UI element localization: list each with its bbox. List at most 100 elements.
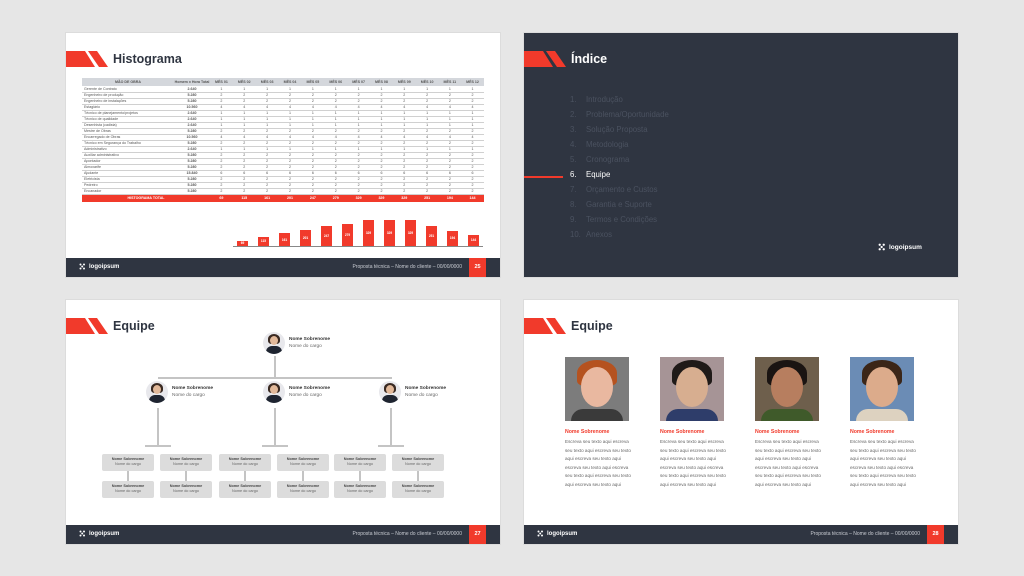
org-box[interactable]: Nome Sobrenome Nome do cargo [160, 454, 212, 471]
footer-text: Proposta técnica – Nome do cliente – 00/… [810, 531, 920, 537]
connector-line [127, 471, 129, 481]
avatar [263, 381, 285, 403]
month-cell: 6 [392, 170, 416, 177]
brand-chevron-icon [66, 51, 108, 67]
index-item[interactable]: 3. Solução Proposta [570, 125, 669, 140]
member-role: Nome do cargo [290, 489, 316, 493]
slide-histograma[interactable]: Histograma MÃO DE OBRA Homem x Hora Total… [66, 33, 500, 277]
slide-equipe-org[interactable]: Equipe Nome Sobrenome Nome do cargo Nome… [66, 300, 500, 544]
month-cell: 4 [210, 104, 233, 111]
index-item[interactable]: 9. Termos e Condições [570, 215, 669, 230]
slide-indice[interactable]: Índice 1. Introdução 2. Problema/Oportunida… [524, 33, 958, 277]
member-role: Nome do cargo [232, 489, 258, 493]
total-hours-cell: 5.280 [174, 164, 210, 171]
slide-equipe-cards[interactable]: Equipe Nome Sobrenome Escreva seu texto … [524, 300, 958, 544]
member-name: Nome Sobrenome [228, 484, 262, 488]
org-box[interactable]: Nome Sobrenome Nome do cargo [102, 454, 154, 471]
org-box[interactable]: Nome Sobrenome Nome do cargo [392, 481, 444, 498]
month-cell: 1 [392, 146, 416, 153]
month-cell: 2 [438, 92, 462, 99]
month-cell: 1 [392, 86, 416, 93]
month-cell: 6 [415, 170, 439, 177]
month-cell: 2 [210, 92, 233, 99]
connector-line [274, 408, 276, 446]
month-cell: 2 [392, 92, 416, 99]
index-label: Metodologia [586, 140, 629, 149]
month-cell: 2 [461, 176, 484, 183]
month-cell: 1 [347, 116, 371, 123]
member-name: Nome Sobrenome [286, 484, 320, 488]
index-item[interactable]: 7. Orçamento e Custos [570, 185, 669, 200]
role-cell: Auxiliar administrativo [82, 152, 174, 159]
role-cell: Desenhista (cadista) [82, 122, 174, 129]
total-label: HISTOGRAMA TOTAL [82, 194, 210, 202]
index-item[interactable]: 4. Metodologia [570, 140, 669, 155]
org-box[interactable]: Nome Sobrenome Nome do cargo [219, 481, 271, 498]
org-box[interactable]: Nome Sobrenome Nome do cargo [277, 481, 329, 498]
histogram-bar: 329 [405, 220, 416, 246]
month-cell: 2 [324, 176, 348, 183]
index-item[interactable]: 8. Garantia e Suporte [570, 200, 669, 215]
month-cell: 2 [370, 164, 393, 171]
month-cell: 1 [255, 146, 279, 153]
member-name: Nome Sobrenome [289, 337, 331, 342]
month-cell: 1 [255, 122, 279, 129]
month-cell: 2 [278, 92, 302, 99]
month-cell: 1 [324, 116, 348, 123]
member-role: Nome do cargo [405, 489, 431, 493]
org-member[interactable]: Nome Sobrenome Nome do cargo [146, 381, 213, 403]
role-cell: Gerente de Contrato [82, 86, 174, 93]
month-cell: 2 [438, 158, 462, 165]
org-member[interactable]: Nome Sobrenome Nome do cargo [379, 381, 446, 403]
index-number: 4. [570, 140, 577, 149]
month-cell: 2 [232, 176, 256, 183]
month-cell: 2 [232, 164, 256, 171]
month-cell: 2 [461, 158, 484, 165]
org-member[interactable]: Nome Sobrenome Nome do cargo [263, 332, 330, 354]
month-cell: 1 [210, 110, 233, 117]
team-photo [755, 357, 819, 421]
month-cell: 2 [347, 98, 371, 105]
total-hours-cell: 15.840 [174, 170, 210, 177]
org-member[interactable]: Nome Sobrenome Nome do cargo [263, 381, 330, 403]
month-cell: 4 [232, 134, 256, 141]
month-cell: 2 [347, 158, 371, 165]
month-cell: 1 [347, 86, 371, 93]
index-item[interactable]: 5. Cronograma [570, 155, 669, 170]
column-header: MÃO DE OBRA [82, 78, 174, 86]
month-cell: 2 [210, 176, 233, 183]
month-cell: 1 [278, 86, 302, 93]
month-cell: 2 [347, 188, 371, 195]
histogram-bar: 194 [447, 230, 458, 246]
slide-title: Histograma [113, 52, 182, 66]
month-cell: 2 [255, 98, 279, 105]
org-box[interactable]: Nome Sobrenome Nome do cargo [334, 481, 386, 498]
org-box[interactable]: Nome Sobrenome Nome do cargo [219, 454, 271, 471]
index-item[interactable]: 6. Equipe [570, 170, 669, 185]
month-cell: 2 [255, 92, 279, 99]
month-cell: 1 [415, 122, 439, 129]
index-item[interactable]: 1. Introdução [570, 95, 669, 110]
org-box[interactable]: Nome Sobrenome Nome do cargo [334, 454, 386, 471]
index-number: 6. [570, 170, 577, 179]
org-box[interactable]: Nome Sobrenome Nome do cargo [160, 481, 212, 498]
month-cell: 2 [415, 182, 439, 189]
month-cell: 2 [370, 98, 393, 105]
month-cell: 4 [415, 134, 439, 141]
member-name: Nome Sobrenome [850, 429, 895, 435]
role-cell: Almoxarife [82, 164, 174, 171]
histogram-bar: 201 [300, 230, 311, 246]
org-box[interactable]: Nome Sobrenome Nome do cargo [392, 454, 444, 471]
index-item[interactable]: 2. Problema/Oportunidade [570, 110, 669, 125]
role-cell: Estagiário [82, 104, 174, 111]
index-item[interactable]: 10. Anexos [570, 230, 669, 245]
index-number: 2. [570, 110, 577, 119]
month-cell: 2 [255, 140, 279, 147]
org-box[interactable]: Nome Sobrenome Nome do cargo [277, 454, 329, 471]
month-cell: 2 [438, 188, 462, 195]
connector-line [244, 471, 246, 481]
month-total-cell: 115 [232, 194, 256, 202]
org-box[interactable]: Nome Sobrenome Nome do cargo [102, 481, 154, 498]
month-cell: 2 [232, 140, 256, 147]
index-logo: logoipsum [878, 243, 922, 251]
